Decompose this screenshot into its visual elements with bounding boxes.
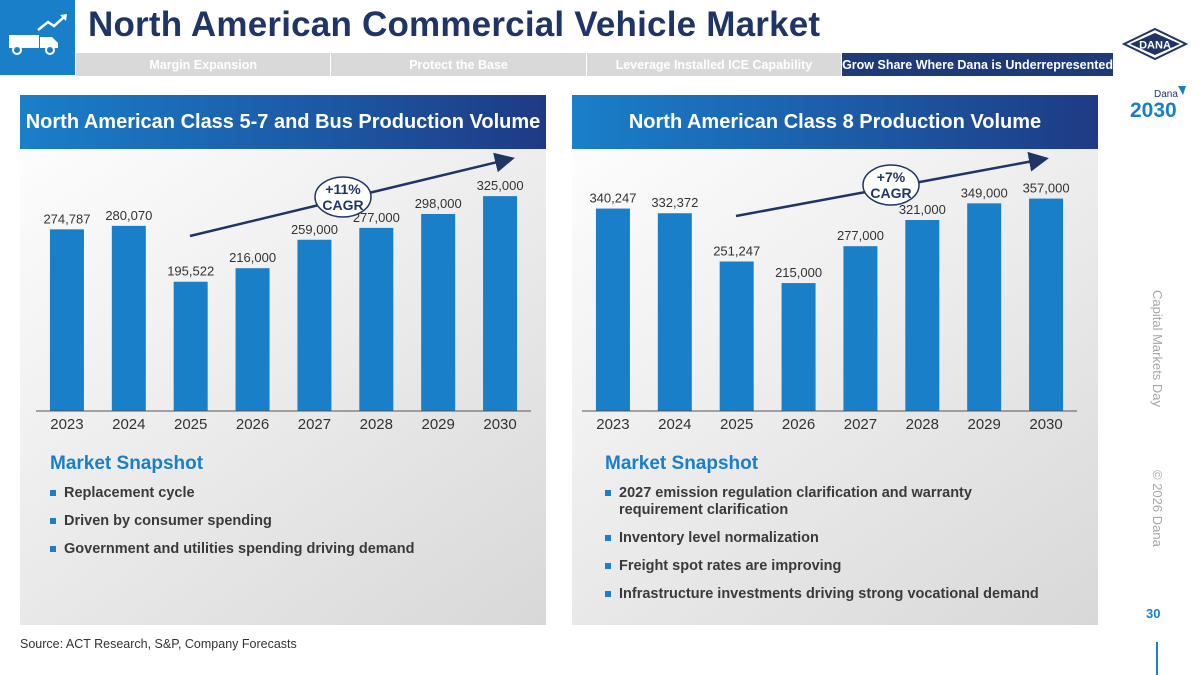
data-label: 277,000 <box>353 210 400 225</box>
bar-2025 <box>719 261 754 411</box>
data-label: 357,000 <box>1023 181 1070 196</box>
dana-2030-logo: Dana 2030 <box>1130 86 1186 122</box>
bar-2030 <box>483 196 518 411</box>
data-label: 216,000 <box>229 250 276 265</box>
x-tick-label: 2028 <box>906 416 939 433</box>
side-label-copyright: © 2026 Dana <box>1150 470 1165 547</box>
side-label-event: Capital Markets Day <box>1150 290 1165 408</box>
x-tick-label: 2028 <box>360 416 393 433</box>
bullet-icon <box>605 591 611 597</box>
bar-2028 <box>905 220 940 411</box>
data-label: 280,070 <box>105 208 152 223</box>
class-8-bar-chart: 340,247 2023 332,372 2024 251,247 2025 215,000… <box>582 151 1077 433</box>
x-tick-label: 2030 <box>483 416 516 433</box>
tab-grow-share[interactable]: Grow Share Where Dana is Underrepresente… <box>842 53 1113 76</box>
cagr-label: CAGR <box>322 197 363 213</box>
bar-2025 <box>173 281 208 411</box>
data-label: 215,000 <box>775 265 822 280</box>
bar-2024 <box>111 225 146 411</box>
x-tick-label: 2027 <box>298 416 331 433</box>
data-label: 325,000 <box>477 178 524 193</box>
bar-2024 <box>657 213 692 411</box>
truck-growth-icon <box>0 0 75 75</box>
panel-header: North American Class 8 Production Volume <box>572 95 1098 149</box>
list-item: Inventory level normalization <box>605 530 1045 547</box>
cagr-label: CAGR <box>870 185 911 201</box>
x-tick-label: 2024 <box>112 416 145 433</box>
bar-2029 <box>967 203 1002 411</box>
bar-2026 <box>235 268 270 411</box>
x-tick-label: 2026 <box>236 416 269 433</box>
snapshot-list: Replacement cycle Driven by consumer spe… <box>50 485 520 569</box>
cagr-badge <box>862 164 920 206</box>
list-item: Replacement cycle <box>50 485 520 502</box>
source-note: Source: ACT Research, S&P, Company Forec… <box>20 637 297 651</box>
bar-2027 <box>297 239 332 411</box>
bullet-icon <box>605 490 611 496</box>
x-tick-label: 2029 <box>422 416 455 433</box>
data-label: 274,787 <box>43 211 90 226</box>
dana-logo: DANA <box>1122 27 1188 61</box>
data-label: 321,000 <box>899 202 946 217</box>
bar-2027 <box>843 246 878 411</box>
x-tick-label: 2023 <box>596 416 629 433</box>
tab-margin-expansion[interactable]: Margin Expansion <box>76 53 332 76</box>
class-5-7-bar-chart: 274,787 2023 280,070 2024 195,522 2025 216,000… <box>36 152 531 433</box>
dana-logo-text: DANA <box>1139 40 1171 52</box>
data-label: 332,372 <box>651 195 698 210</box>
list-item: 2027 emission regulation clarification a… <box>605 485 1045 519</box>
sub-brand-text: Dana <box>1154 89 1178 100</box>
x-tick-label: 2023 <box>50 416 83 433</box>
bar-2029 <box>421 213 456 411</box>
accent-divider <box>1156 642 1158 675</box>
bullet-icon <box>50 490 56 496</box>
class-8-panel: North American Class 8 Production Volume… <box>572 95 1098 625</box>
data-label: 251,247 <box>713 244 760 259</box>
list-item: Driven by consumer spending <box>50 513 520 530</box>
data-label: 195,522 <box>167 264 214 279</box>
x-tick-label: 2024 <box>658 416 691 433</box>
bar-2030 <box>1029 198 1064 411</box>
section-nav: Margin Expansion Protect the Base Levera… <box>76 53 1113 76</box>
data-label: 340,247 <box>589 191 636 206</box>
class-5-7-panel: North American Class 5-7 and Bus Product… <box>20 95 546 625</box>
snapshot-title: Market Snapshot <box>50 453 204 474</box>
data-label: 349,000 <box>961 185 1008 200</box>
x-tick-label: 2027 <box>844 416 877 433</box>
snapshot-title: Market Snapshot <box>605 453 759 474</box>
bar-2023 <box>595 208 630 411</box>
list-item: Government and utilities spending drivin… <box>50 541 520 558</box>
bullet-icon <box>50 518 56 524</box>
data-label: 298,000 <box>415 196 462 211</box>
data-label: 277,000 <box>837 228 884 243</box>
cagr-value: +11% <box>325 181 361 197</box>
snapshot-list: 2027 emission regulation clarification a… <box>605 485 1045 614</box>
bullet-icon <box>605 535 611 541</box>
list-item: Infrastructure investments driving stron… <box>605 586 1045 603</box>
bullet-icon <box>605 563 611 569</box>
x-tick-label: 2030 <box>1029 416 1062 433</box>
bullet-icon <box>50 546 56 552</box>
list-item: Freight spot rates are improving <box>605 558 1045 575</box>
bar-2028 <box>359 227 394 411</box>
x-tick-label: 2025 <box>174 416 207 433</box>
x-tick-label: 2029 <box>968 416 1001 433</box>
tab-protect-the-base[interactable]: Protect the Base <box>331 53 587 76</box>
bar-2026 <box>781 283 816 411</box>
cagr-value: +7% <box>877 169 906 185</box>
cagr-badge <box>314 176 372 218</box>
panel-header: North American Class 5-7 and Bus Product… <box>20 95 546 149</box>
tab-leverage-ice[interactable]: Leverage Installed ICE Capability <box>586 53 843 76</box>
x-tick-label: 2026 <box>782 416 815 433</box>
data-label: 259,000 <box>291 222 338 237</box>
x-tick-label: 2025 <box>720 416 753 433</box>
page-number: 30 <box>1146 606 1161 621</box>
year-text: 2030 <box>1130 99 1177 122</box>
page-title: North American Commercial Vehicle Market <box>88 5 821 44</box>
bar-2023 <box>49 229 84 411</box>
